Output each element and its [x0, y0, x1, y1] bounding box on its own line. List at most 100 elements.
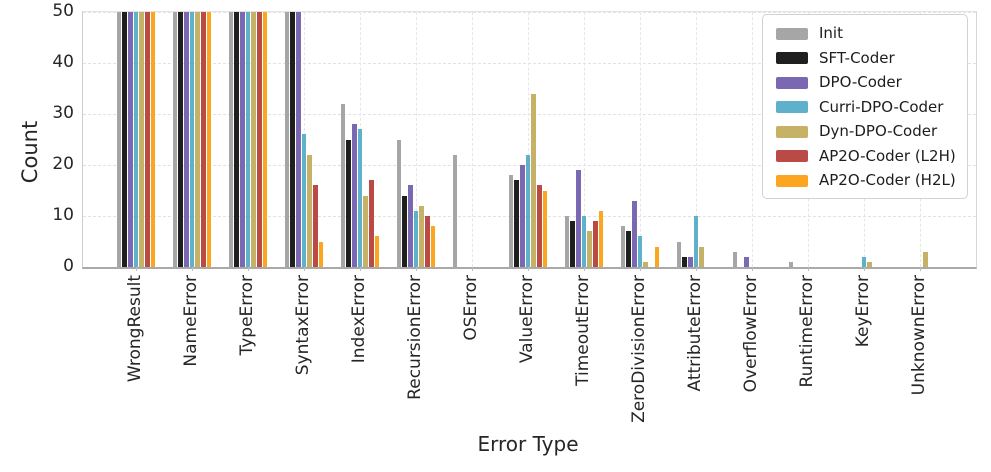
x-tick-label-syntaxerror: SyntaxError [293, 275, 313, 376]
bar-dyn-dpo-coder-nameerror [195, 12, 201, 267]
bar-curri-dpo-coder-recursionerror [413, 210, 419, 267]
v-gridline [696, 12, 697, 267]
legend-label: Init [819, 24, 843, 42]
bar-init-typeerror [228, 12, 234, 267]
y-tick-label-40: 40 [52, 52, 74, 72]
v-gridline [416, 12, 417, 267]
bar-ap2o-coder-h2l-typeerror [262, 12, 268, 267]
legend-item: Curri-DPO-Coder [776, 97, 954, 116]
y-tick-label-20: 20 [52, 154, 74, 174]
bar-ap2o-coder-l2h-indexerror [369, 180, 374, 267]
v-gridline [528, 12, 529, 267]
bar-init-overflowerror [732, 251, 738, 267]
bar-curri-dpo-coder-valueerror [525, 154, 531, 267]
x-tick-label-unknownerror: UnknownError [909, 275, 929, 396]
bar-dyn-dpo-coder-syntaxerror [307, 154, 313, 267]
bar-ap2o-coder-h2l-nameerror [206, 12, 212, 267]
x-tick-mark [360, 267, 361, 271]
bar-ap2o-coder-l2h-nameerror [201, 12, 206, 267]
bar-dyn-dpo-coder-timeouterror [587, 231, 593, 267]
legend-swatch-icon [776, 125, 808, 138]
plot-area [82, 11, 977, 271]
legend-item: AP2O-Coder (H2L) [776, 172, 956, 189]
x-tick-mark [528, 267, 529, 271]
bar-init-attributeerror [676, 241, 682, 267]
h-gridline-40 [83, 63, 976, 64]
bar-init-valueerror [508, 175, 514, 267]
bar-dyn-dpo-coder-keyerror [867, 261, 873, 267]
bar-dyn-dpo-coder-attributeerror [699, 246, 705, 267]
x-tick-mark [752, 267, 753, 271]
x-tick-label-timeouterror: TimeoutError [573, 275, 593, 386]
x-tick-mark [640, 267, 641, 271]
v-gridline [752, 12, 753, 267]
bar-ap2o-coder-h2l-zerodivisionerror [654, 246, 660, 267]
bar-curri-dpo-coder-syntaxerror [301, 134, 307, 267]
bar-ap2o-coder-h2l-indexerror [374, 236, 380, 267]
bar-dpo-coder-indexerror [351, 124, 357, 267]
x-tick-label-keyerror: KeyError [853, 275, 873, 348]
bar-init-wrongresult [116, 12, 122, 267]
bar-dyn-dpo-coder-indexerror [363, 195, 369, 267]
v-gridline [584, 12, 585, 267]
x-tick-label-attributeerror: AttributeError [685, 275, 705, 392]
bar-sft-coder-attributeerror [682, 256, 687, 267]
x-tick-mark [584, 267, 585, 271]
bar-init-zerodivisionerror [620, 226, 626, 267]
x-tick-mark [472, 267, 473, 271]
bar-ap2o-coder-h2l-timeouterror [598, 210, 604, 267]
x-tick-label-indexerror: IndexError [349, 275, 369, 364]
v-gridline [640, 12, 641, 267]
bar-sft-coder-timeouterror [570, 221, 575, 267]
bar-ap2o-coder-l2h-timeouterror [593, 221, 598, 267]
legend-item: Dyn-DPO-Coder [776, 123, 954, 140]
legend-item: DPO-Coder [776, 74, 954, 91]
bar-init-timeouterror [564, 216, 570, 267]
x-tick-mark [416, 267, 417, 271]
x-tick-mark [248, 267, 249, 271]
bar-dyn-dpo-coder-recursionerror [419, 205, 425, 267]
bar-ap2o-coder-l2h-typeerror [257, 12, 262, 267]
legend-swatch-icon [776, 174, 808, 187]
legend-swatch-icon [776, 101, 808, 113]
bar-sft-coder-typeerror [234, 12, 239, 267]
bar-ap2o-coder-h2l-recursionerror [430, 226, 436, 267]
bar-curri-dpo-coder-attributeerror [693, 216, 699, 267]
bar-init-recursionerror [396, 139, 402, 267]
bar-dyn-dpo-coder-valueerror [531, 93, 537, 267]
bar-dpo-coder-recursionerror [407, 185, 413, 267]
y-tick-label-30: 30 [52, 103, 74, 123]
bar-ap2o-coder-h2l-valueerror [542, 190, 548, 267]
x-tick-label-typeerror: TypeError [237, 275, 257, 356]
bar-dyn-dpo-coder-wrongresult [139, 12, 145, 267]
bar-curri-dpo-coder-keyerror [861, 256, 867, 267]
bar-ap2o-coder-h2l-wrongresult [150, 12, 156, 267]
legend-label: AP2O-Coder (L2H) [819, 146, 956, 165]
legend-label: DPO-Coder [819, 73, 902, 91]
bar-dpo-coder-timeouterror [575, 170, 581, 267]
bar-dpo-coder-attributeerror [687, 256, 693, 267]
x-tick-label-recursionerror: RecursionError [405, 275, 425, 400]
bar-curri-dpo-coder-wrongresult [133, 12, 139, 267]
bar-dpo-coder-zerodivisionerror [631, 200, 637, 267]
legend-swatch-icon [776, 27, 808, 40]
legend-swatch-icon [776, 76, 808, 89]
x-tick-mark [304, 267, 305, 271]
x-tick-label-nameerror: NameError [181, 275, 201, 367]
legend-item: SFT-Coder [776, 49, 954, 67]
x-tick-label-wrongresult: WrongResult [125, 275, 145, 383]
bar-init-nameerror [172, 12, 178, 267]
bar-sft-coder-zerodivisionerror [626, 231, 631, 267]
x-axis-title: Error Type [477, 432, 579, 456]
h-gridline-50 [83, 12, 976, 13]
x-tick-label-overflowerror: OverflowError [741, 275, 761, 393]
bar-init-syntaxerror [284, 12, 290, 267]
bar-curri-dpo-coder-indexerror [357, 129, 363, 267]
bar-dpo-coder-overflowerror [743, 256, 749, 267]
y-tick-label-0: 0 [63, 256, 74, 276]
legend-label: Curri-DPO-Coder [819, 97, 944, 116]
v-gridline [472, 12, 473, 267]
legend-item: AP2O-Coder (L2H) [776, 146, 956, 165]
y-tick-label-10: 10 [52, 205, 74, 225]
